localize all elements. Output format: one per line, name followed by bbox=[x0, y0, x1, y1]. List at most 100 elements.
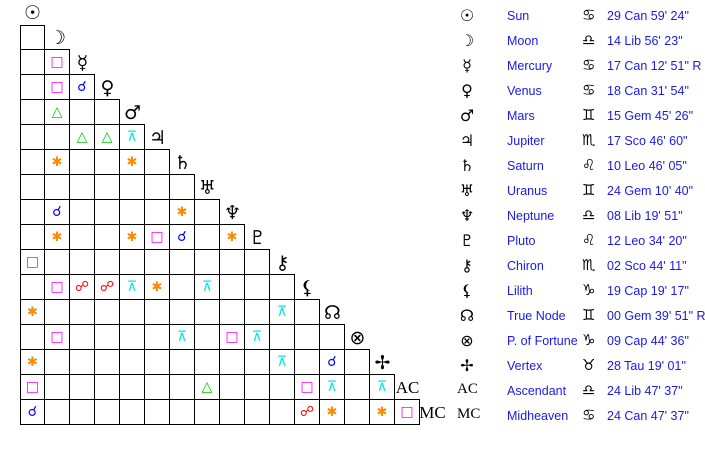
aspect-cell[interactable] bbox=[20, 99, 45, 125]
aspect-cell[interactable]: ✱ bbox=[119, 224, 145, 250]
aspect-cell[interactable] bbox=[294, 324, 320, 350]
planet-row-ascendant[interactable]: AC Ascendant ♎ 24 Lib 47' 37" bbox=[455, 380, 705, 405]
aspect-cell[interactable] bbox=[44, 249, 70, 275]
aspect-cell[interactable]: □ bbox=[219, 324, 245, 350]
aspect-cell[interactable]: ✱ bbox=[20, 299, 45, 325]
aspect-cell[interactable]: ☌ bbox=[44, 199, 70, 225]
aspect-cell[interactable]: △ bbox=[44, 99, 70, 125]
planet-row-uranus[interactable]: ♅ Uranus ♊ 24 Gem 10' 40" bbox=[455, 180, 705, 205]
aspect-cell[interactable] bbox=[69, 149, 95, 175]
planet-row-neptune[interactable]: ♆ Neptune ♎ 08 Lib 19' 51" bbox=[455, 205, 705, 230]
aspect-cell[interactable] bbox=[94, 224, 120, 250]
aspect-cell[interactable] bbox=[69, 374, 95, 400]
aspect-cell[interactable] bbox=[244, 299, 270, 325]
aspect-cell[interactable] bbox=[44, 399, 70, 425]
planet-row-chiron[interactable]: ⚷ Chiron ♏ 02 Sco 44' 11" bbox=[455, 255, 705, 280]
planet-row-vertex[interactable]: ✢ Vertex ♉ 28 Tau 19' 01" bbox=[455, 355, 705, 380]
aspect-cell[interactable]: △ bbox=[69, 124, 95, 150]
aspect-cell[interactable]: ✱ bbox=[44, 149, 70, 175]
aspect-cell[interactable] bbox=[69, 99, 95, 125]
aspect-cell[interactable] bbox=[69, 349, 95, 375]
aspect-cell[interactable] bbox=[294, 299, 320, 325]
aspect-cell[interactable] bbox=[194, 199, 220, 225]
aspect-cell[interactable] bbox=[94, 174, 120, 200]
aspect-cell[interactable]: ✱ bbox=[169, 199, 195, 225]
aspect-cell[interactable] bbox=[169, 399, 195, 425]
aspect-cell[interactable] bbox=[194, 349, 220, 375]
aspect-cell[interactable] bbox=[94, 349, 120, 375]
aspect-cell[interactable] bbox=[144, 349, 170, 375]
aspect-cell[interactable] bbox=[69, 324, 95, 350]
aspect-cell[interactable]: □ bbox=[20, 249, 45, 275]
aspect-cell[interactable] bbox=[20, 49, 45, 75]
aspect-cell[interactable] bbox=[20, 224, 45, 250]
aspect-cell[interactable] bbox=[194, 399, 220, 425]
aspect-cell[interactable] bbox=[20, 124, 45, 150]
aspect-cell[interactable] bbox=[94, 399, 120, 425]
aspect-cell[interactable] bbox=[20, 324, 45, 350]
planet-row-lilith[interactable]: ⚸ Lilith ♑ 19 Cap 19' 17" bbox=[455, 280, 705, 305]
aspect-cell[interactable] bbox=[119, 324, 145, 350]
aspect-cell[interactable] bbox=[344, 349, 370, 375]
aspect-cell[interactable] bbox=[69, 199, 95, 225]
aspect-cell[interactable] bbox=[244, 399, 270, 425]
aspect-cell[interactable]: ⊼ bbox=[319, 374, 345, 400]
aspect-cell[interactable] bbox=[144, 399, 170, 425]
aspect-cell[interactable]: ⊼ bbox=[194, 274, 220, 300]
aspect-cell[interactable] bbox=[144, 199, 170, 225]
aspect-cell[interactable] bbox=[169, 299, 195, 325]
planet-row-mars[interactable]: ♂ Mars ♊ 15 Gem 45' 26" bbox=[455, 105, 705, 130]
aspect-cell[interactable]: ☌ bbox=[169, 224, 195, 250]
planet-row-saturn[interactable]: ♄ Saturn ♌ 10 Leo 46' 05" bbox=[455, 155, 705, 180]
aspect-cell[interactable] bbox=[44, 349, 70, 375]
aspect-cell[interactable]: ✱ bbox=[319, 399, 345, 425]
aspect-cell[interactable]: ⊼ bbox=[269, 299, 295, 325]
aspect-cell[interactable] bbox=[344, 399, 370, 425]
aspect-cell[interactable] bbox=[244, 349, 270, 375]
aspect-cell[interactable] bbox=[194, 224, 220, 250]
aspect-cell[interactable]: ☌ bbox=[20, 399, 45, 425]
aspect-cell[interactable] bbox=[144, 174, 170, 200]
planet-row-venus[interactable]: ♀ Venus ♋ 18 Can 31' 54" bbox=[455, 80, 705, 105]
aspect-cell[interactable]: ⊼ bbox=[269, 349, 295, 375]
aspect-cell[interactable]: □ bbox=[20, 374, 45, 400]
aspect-cell[interactable]: □ bbox=[44, 74, 70, 100]
aspect-cell[interactable] bbox=[319, 324, 345, 350]
aspect-cell[interactable]: ⊼ bbox=[244, 324, 270, 350]
aspect-cell[interactable]: ✱ bbox=[369, 399, 395, 425]
aspect-cell[interactable]: □ bbox=[44, 49, 70, 75]
planet-row-p-of-fortune[interactable]: ⊗ P. of Fortune ♑ 09 Cap 44' 36" bbox=[455, 330, 705, 355]
aspect-cell[interactable] bbox=[269, 274, 295, 300]
aspect-cell[interactable]: □ bbox=[44, 324, 70, 350]
aspect-cell[interactable] bbox=[94, 99, 120, 125]
aspect-cell[interactable] bbox=[20, 274, 45, 300]
aspect-cell[interactable] bbox=[219, 274, 245, 300]
aspect-cell[interactable]: ☌ bbox=[69, 74, 95, 100]
aspect-cell[interactable] bbox=[169, 174, 195, 200]
aspect-cell[interactable] bbox=[144, 324, 170, 350]
aspect-cell[interactable] bbox=[44, 374, 70, 400]
aspect-cell[interactable] bbox=[219, 299, 245, 325]
aspect-cell[interactable] bbox=[44, 124, 70, 150]
aspect-cell[interactable] bbox=[144, 299, 170, 325]
aspect-cell[interactable]: ⊼ bbox=[119, 124, 145, 150]
aspect-cell[interactable] bbox=[69, 174, 95, 200]
aspect-cell[interactable]: □ bbox=[144, 224, 170, 250]
aspect-cell[interactable] bbox=[144, 374, 170, 400]
aspect-cell[interactable] bbox=[69, 299, 95, 325]
aspect-cell[interactable] bbox=[219, 249, 245, 275]
aspect-cell[interactable] bbox=[20, 74, 45, 100]
aspect-cell[interactable] bbox=[169, 274, 195, 300]
aspect-cell[interactable]: ✱ bbox=[44, 224, 70, 250]
aspect-cell[interactable] bbox=[94, 324, 120, 350]
aspect-cell[interactable] bbox=[119, 174, 145, 200]
aspect-cell[interactable] bbox=[20, 149, 45, 175]
aspect-cell[interactable] bbox=[244, 249, 270, 275]
planet-row-mercury[interactable]: ☿ Mercury ♋ 17 Can 12' 51" R bbox=[455, 55, 705, 80]
aspect-cell[interactable] bbox=[269, 399, 295, 425]
aspect-cell[interactable] bbox=[169, 249, 195, 275]
aspect-cell[interactable] bbox=[144, 149, 170, 175]
aspect-cell[interactable] bbox=[344, 374, 370, 400]
aspect-cell[interactable] bbox=[169, 349, 195, 375]
aspect-cell[interactable] bbox=[20, 25, 45, 50]
